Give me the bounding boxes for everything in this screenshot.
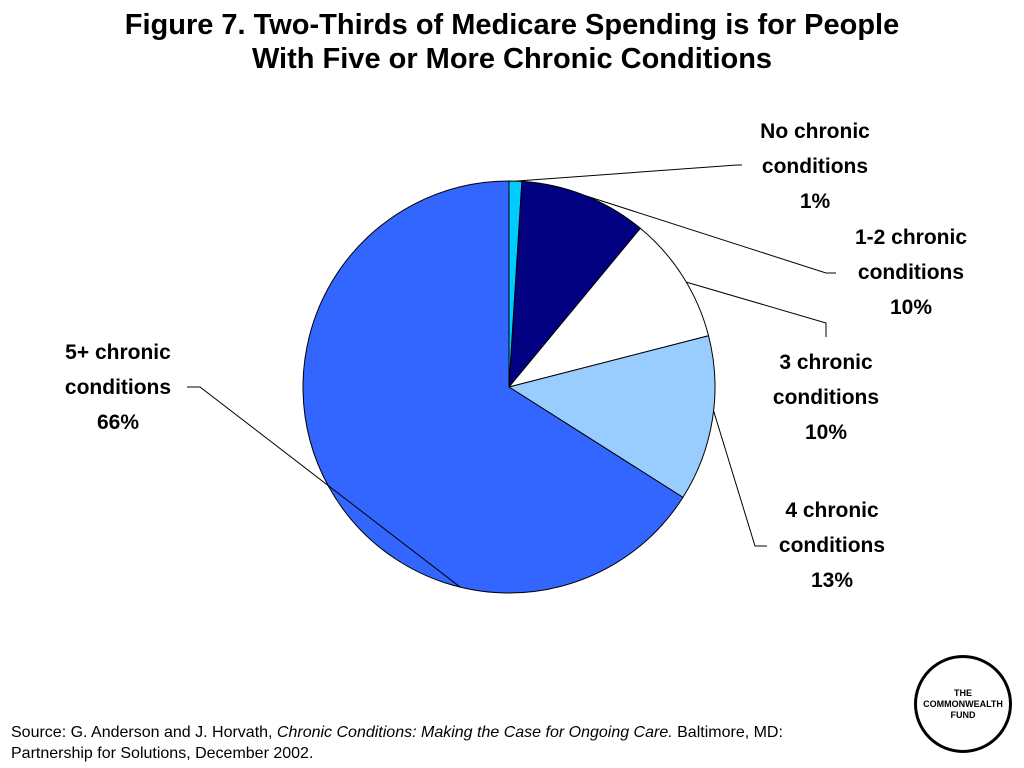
leader-line-5-plus-chronic	[187, 386, 461, 588]
leader-line-3-chronic	[686, 281, 827, 337]
leader-line-4-chronic	[713, 410, 767, 547]
slice-label-3-chronic-pct: 10%	[804, 421, 848, 444]
logo-line-2: COMMONWEALTH	[923, 698, 1003, 709]
pie-slice-3-chronic	[507, 227, 710, 388]
source-suffix: Baltimore, MD:	[672, 724, 783, 741]
leader-line-no-chronic	[515, 164, 742, 182]
commonwealth-fund-logo: THE COMMONWEALTH FUND	[914, 655, 1012, 753]
slice-label-1-2-chronic-line-2: conditions	[857, 261, 965, 284]
slice-label-5-plus-chronic-line-2: conditions	[64, 376, 172, 399]
slice-label-4-chronic-line-1: 4 chronic	[785, 499, 879, 522]
source-line-2: Partnership for Solutions, December 2002…	[11, 745, 314, 762]
slice-label-5-plus-chronic-pct: 66%	[96, 411, 140, 434]
slice-label-1-2-chronic-pct: 10%	[889, 296, 933, 319]
slice-label-1-2-chronic: 1-2 chronic conditions 10%	[836, 220, 986, 325]
slice-label-3-chronic: 3 chronic conditions 10%	[756, 345, 896, 450]
pie-slice-4-chronic	[507, 335, 716, 499]
leader-line-1-2-chronic	[584, 195, 836, 274]
source-line-1: Source: G. Anderson and J. Horvath, Chro…	[11, 722, 783, 743]
slice-label-no-chronic: No chronic conditions 1%	[745, 114, 885, 219]
slice-label-1-2-chronic-line-1: 1-2 chronic	[854, 226, 968, 249]
slice-label-no-chronic-line-2: conditions	[761, 155, 869, 178]
slice-label-3-chronic-line-1: 3 chronic	[779, 351, 873, 374]
slice-label-3-chronic-line-2: conditions	[772, 386, 880, 409]
slice-label-no-chronic-line-1: No chronic	[760, 120, 870, 143]
slice-label-4-chronic: 4 chronic conditions 13%	[762, 493, 902, 598]
slice-label-5-plus-chronic-line-1: 5+ chronic	[65, 341, 171, 364]
source-note: Source: G. Anderson and J. Horvath, Chro…	[11, 722, 783, 764]
chart-title: Figure 7. Two-Thirds of Medicare Spendin…	[0, 8, 1024, 76]
source-prefix: Source: G. Anderson and J. Horvath,	[11, 724, 277, 741]
slice-label-5-plus-chronic: 5+ chronic conditions 66%	[48, 335, 188, 440]
logo-line-3: FUND	[950, 709, 976, 720]
slice-label-4-chronic-line-2: conditions	[778, 534, 886, 557]
slice-label-no-chronic-pct: 1%	[799, 190, 831, 213]
chart-title-line-2: With Five or More Chronic Conditions	[251, 43, 773, 75]
logo-line-1: THE	[954, 687, 972, 698]
source-book-title: Chronic Conditions: Making the Case for …	[276, 724, 673, 741]
slice-label-4-chronic-pct: 13%	[810, 569, 854, 592]
chart-title-line-1: Figure 7. Two-Thirds of Medicare Spendin…	[124, 9, 900, 41]
